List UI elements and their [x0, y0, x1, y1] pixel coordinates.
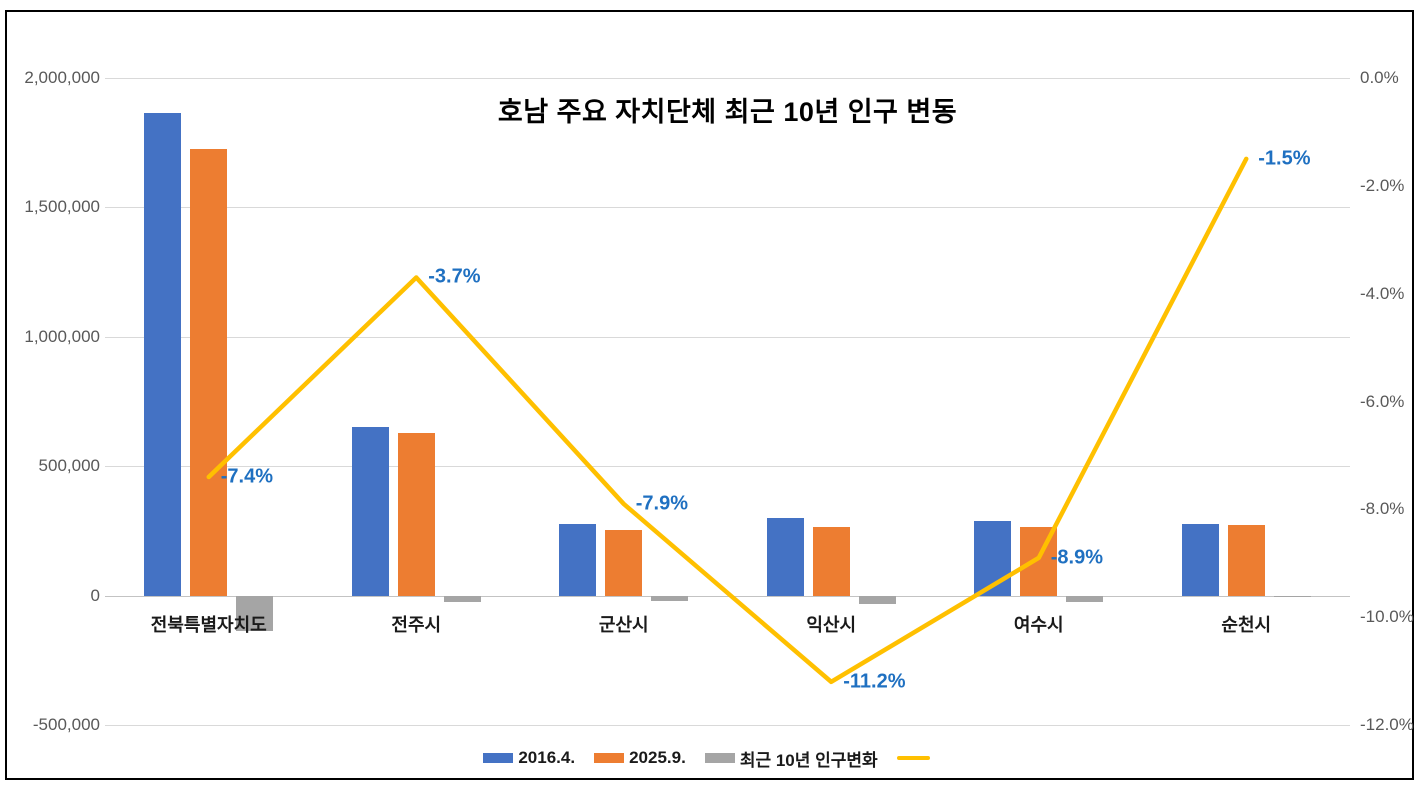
bar [858, 595, 896, 605]
bar [443, 595, 481, 602]
line-data-label: -1.5% [1258, 147, 1311, 170]
y-axis-right-tick: -10.0% [1360, 607, 1414, 627]
legend-label-2016: 2016.4. [518, 748, 576, 767]
bar [190, 148, 228, 596]
bar [1066, 595, 1104, 603]
x-axis-category-label: 익산시 [806, 614, 857, 635]
x-axis-category-label: 순천시 [1221, 614, 1272, 635]
y-axis-left-tick: 1,500,000 [24, 197, 100, 217]
x-axis-category-label: 전북특별자치도 [150, 614, 267, 635]
chart-title: 호남 주요 자치단체 최근 10년 인구 변동 [497, 97, 958, 127]
gridline [105, 595, 1350, 597]
y-axis-right-tick: -8.0% [1360, 499, 1405, 519]
line-data-label: -3.7% [428, 265, 481, 288]
line-data-label: -7.4% [220, 465, 273, 488]
legend-swatch-change [704, 753, 735, 763]
y-axis-right-tick: -6.0% [1360, 391, 1405, 411]
y-axis-left-tick: 500,000 [38, 456, 100, 476]
gridline [105, 466, 1350, 468]
bar [766, 518, 804, 596]
bar [605, 529, 643, 596]
gridline [105, 336, 1350, 338]
legend-item-2025: 2025.9. [594, 748, 686, 768]
bar [144, 113, 182, 596]
y-axis-right-tick: -12.0% [1360, 715, 1414, 734]
gridline [105, 78, 1350, 79]
legend-label-change: 최근 10년 인구변화 [739, 750, 878, 770]
y-axis-left-tick: 2,000,000 [24, 68, 100, 87]
x-axis-category-label: 전주시 [391, 614, 442, 635]
legend-line-swatch [896, 756, 930, 760]
y-axis-right-tick: -2.0% [1360, 175, 1405, 195]
y-axis-right-tick: 0.0% [1360, 68, 1399, 87]
line-data-label: -8.9% [1050, 546, 1103, 569]
bar [812, 526, 850, 596]
legend-swatch-2025 [594, 753, 625, 763]
gridline [105, 725, 1350, 726]
bar [974, 520, 1012, 596]
bar [651, 595, 689, 602]
y-axis-left-tick: 1,000,000 [24, 326, 100, 346]
bar [351, 426, 389, 596]
legend-item-change: 최근 10년 인구변화 [704, 746, 878, 771]
x-axis-category-label: 여수시 [1013, 614, 1064, 635]
bar [559, 523, 597, 596]
bar [1273, 595, 1311, 597]
bar [397, 433, 435, 596]
bar [1181, 523, 1219, 596]
y-axis-left-tick: -500,000 [32, 715, 100, 734]
line-data-label: -7.9% [635, 492, 688, 515]
bar [1227, 524, 1265, 596]
x-axis-category-label: 군산시 [598, 614, 649, 635]
legend-swatch-2016 [483, 753, 514, 763]
y-axis-right-tick: -4.0% [1360, 283, 1405, 303]
line-data-label: -11.2% [843, 670, 906, 693]
legend-item-trend-line [896, 756, 935, 760]
legend: 2016.4. 2025.9. 최근 10년 인구변화 [0, 746, 1418, 770]
legend-item-2016: 2016.4. [483, 748, 575, 768]
legend-label-2025: 2025.9. [629, 748, 686, 767]
y-axis-left-tick: 0 [90, 585, 100, 605]
gridline [105, 207, 1350, 209]
